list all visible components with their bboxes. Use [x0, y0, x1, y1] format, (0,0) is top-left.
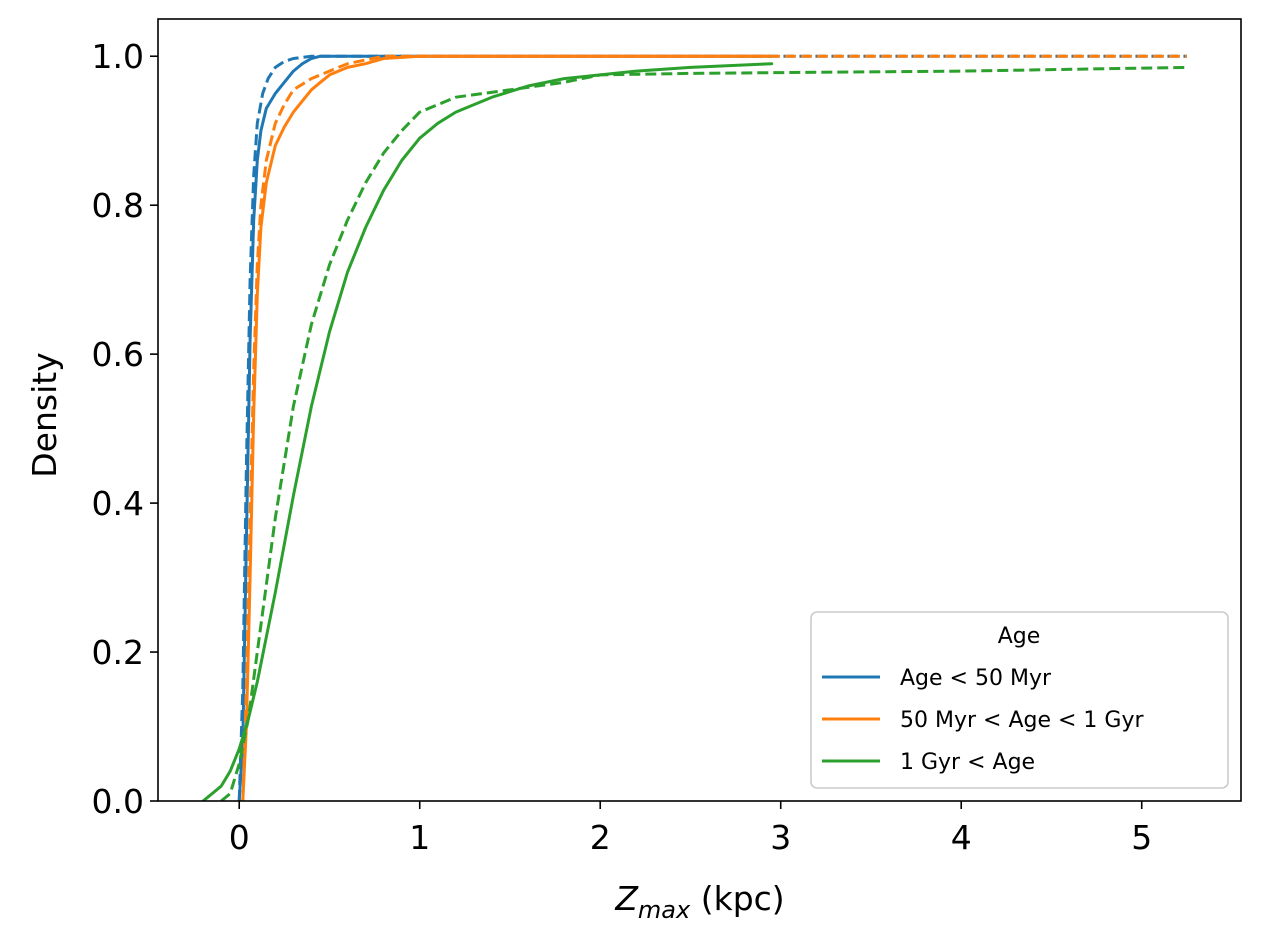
legend: Age Age < 50 Myr 50 Myr < Age < 1 Gyr 1 … [810, 611, 1229, 789]
x-tick-label: 2 [590, 818, 611, 857]
series-line-5-dashed [220, 65, 1187, 801]
x-axis-ticks: 0 1 2 3 4 5 [229, 801, 1152, 857]
series-line-3-dashed [241, 54, 1187, 801]
y-tick-label: 0.4 [92, 484, 144, 523]
y-tick-label: 0.6 [92, 335, 144, 374]
y-axis-ticks: 0.0 0.2 0.4 0.6 0.8 1.0 [92, 37, 158, 821]
plot-frame [157, 18, 1242, 802]
legend-box [810, 611, 1229, 789]
x-tick-label: 4 [951, 818, 972, 857]
y-tick-label: 0.8 [92, 186, 144, 225]
legend-entry-50myr-age-1gyr: 50 Myr < Age < 1 Gyr [900, 708, 1144, 733]
x-axis-label: Zmax (kpc) [614, 879, 784, 924]
y-tick-label: 0.0 [92, 782, 144, 821]
legend-entry-age-lt-50myr: Age < 50 Myr [900, 666, 1052, 691]
x-tick-label: 0 [229, 818, 250, 857]
x-tick-label: 3 [770, 818, 791, 857]
legend-title: Age [998, 624, 1041, 649]
legend-entry-1gyr-age: 1 Gyr < Age [900, 750, 1035, 775]
x-tick-label: 5 [1131, 818, 1152, 857]
y-tick-label: 1.0 [92, 37, 144, 76]
x-tick-label: 1 [409, 818, 430, 857]
series-line-2-solid [241, 54, 774, 801]
y-tick-label: 0.2 [92, 633, 144, 672]
series-line-4-solid [201, 62, 774, 801]
y-axis-label: Density [25, 352, 64, 477]
series-layer [201, 54, 1187, 801]
series-line-0-solid [237, 54, 774, 801]
